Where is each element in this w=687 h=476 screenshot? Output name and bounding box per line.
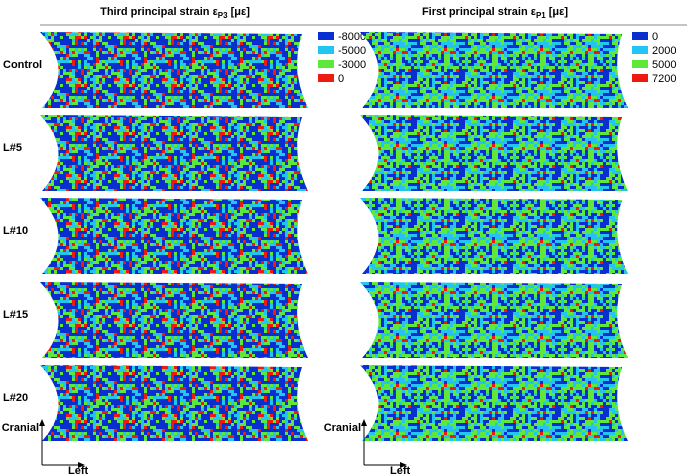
title-unit: [με] bbox=[549, 6, 569, 18]
legend-label: 0 bbox=[338, 73, 344, 85]
row-label: L#15 bbox=[3, 309, 28, 321]
row-label: L#20 bbox=[3, 392, 28, 404]
axis-right-label: Left bbox=[390, 465, 411, 476]
legend-swatch bbox=[632, 32, 648, 40]
strain-map bbox=[40, 365, 308, 441]
column-title: Third principal strain εP3 [με] bbox=[100, 6, 250, 20]
arrow-head bbox=[78, 462, 85, 468]
legend-label: -8000 bbox=[338, 31, 366, 43]
column-title: First principal strain εP1 [με] bbox=[422, 6, 568, 20]
legend-label: 5000 bbox=[652, 59, 676, 71]
strain-map bbox=[40, 282, 308, 358]
legend-label: 2000 bbox=[652, 45, 676, 57]
axis-right-label: Left bbox=[68, 465, 89, 476]
strain-map bbox=[40, 115, 308, 191]
legend-label: -3000 bbox=[338, 59, 366, 71]
title-sub: P3 bbox=[218, 11, 228, 20]
legend-swatch bbox=[318, 32, 334, 40]
title-main: First principal strain ε bbox=[422, 6, 537, 18]
legend-label: -5000 bbox=[338, 45, 366, 57]
strain-map bbox=[40, 32, 308, 108]
legend-label: 7200 bbox=[652, 73, 676, 85]
legend-label: 0 bbox=[652, 31, 658, 43]
axis-up-label: Cranial bbox=[324, 422, 361, 434]
arrow-head bbox=[361, 419, 367, 426]
arrow-head bbox=[39, 419, 45, 426]
row-label: L#5 bbox=[3, 142, 22, 154]
axis-up-label: Cranial bbox=[2, 422, 39, 434]
title-main: Third principal strain ε bbox=[100, 6, 218, 18]
legend-swatch bbox=[318, 74, 334, 82]
legend-swatch bbox=[318, 46, 334, 54]
legend-swatch bbox=[632, 46, 648, 54]
strain-map bbox=[360, 365, 628, 441]
arrow-head bbox=[400, 462, 407, 468]
legend-swatch bbox=[318, 60, 334, 68]
title-sub: P1 bbox=[536, 11, 546, 20]
row-label: L#10 bbox=[3, 225, 28, 237]
row-label: Control bbox=[3, 59, 42, 71]
strain-map bbox=[360, 32, 628, 108]
strain-map bbox=[40, 198, 308, 274]
legend-swatch bbox=[632, 74, 648, 82]
title-unit: [με] bbox=[231, 6, 251, 18]
strain-map bbox=[360, 198, 628, 274]
legend-swatch bbox=[632, 60, 648, 68]
strain-map bbox=[360, 282, 628, 358]
strain-map bbox=[360, 115, 628, 191]
